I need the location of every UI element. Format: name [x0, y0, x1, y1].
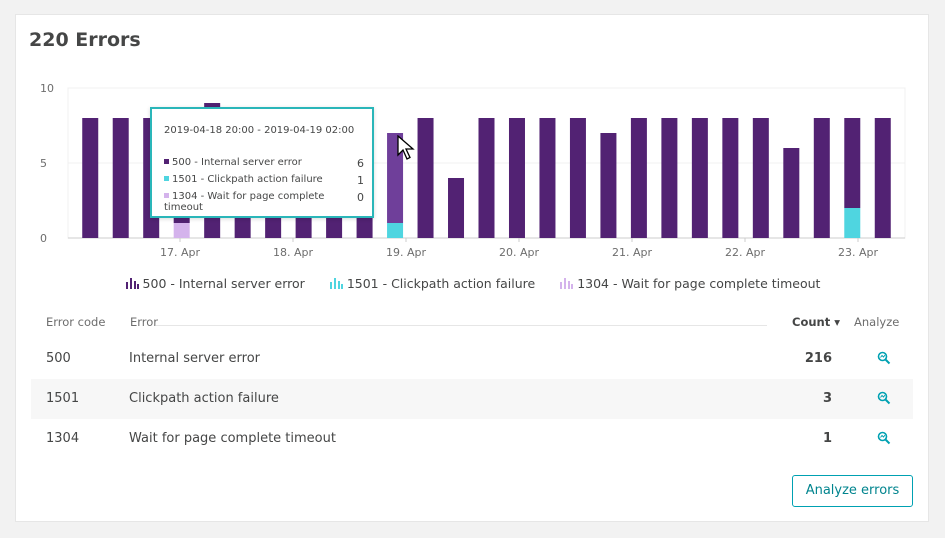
tooltip-row-1304: 1304 - Wait for page complete timeout 0 — [164, 191, 364, 213]
header-divider — [156, 325, 767, 326]
tooltip-value: 0 — [357, 191, 364, 204]
x-tick-label: 20. Apr — [499, 246, 539, 259]
analyze-icon[interactable] — [877, 391, 891, 405]
error-count-cell: 3 — [822, 391, 832, 406]
x-tick-label: 22. Apr — [725, 246, 765, 259]
tooltip-value: 6 — [357, 157, 364, 170]
chart-tooltip: 2019-04-18 20:00 - 2019-04-19 02:00 500 … — [150, 107, 374, 218]
tooltip-row-500: 500 - Internal server error 6 — [164, 157, 364, 171]
bar-chart-icon — [329, 278, 343, 289]
series-swatch-icon — [164, 193, 169, 198]
analyze-errors-button[interactable]: Analyze errors — [792, 475, 913, 507]
legend-label: 1501 - Clickpath action failure — [346, 276, 536, 291]
tooltip-value: 1 — [357, 174, 364, 187]
y-tick-label: 10 — [40, 82, 54, 95]
bar-segment — [448, 178, 465, 238]
tooltip-label: 1501 - Clickpath action failure — [172, 174, 323, 185]
bar-segment — [783, 148, 800, 238]
bar-segment — [508, 118, 525, 238]
bar-chart-icon — [125, 278, 139, 289]
column-header-error-code[interactable]: Error code — [46, 315, 106, 329]
bar-segment — [844, 118, 861, 208]
bar-segment — [874, 118, 891, 238]
tooltip-time-range: 2019-04-18 20:00 - 2019-04-19 02:00 — [164, 125, 355, 136]
sort-desc-icon: ▾ — [834, 315, 841, 329]
bar-segment — [691, 118, 708, 238]
bar-segment — [569, 118, 586, 238]
card-title: 220 Errors — [29, 29, 141, 51]
x-tick-label: 19. Apr — [386, 246, 426, 259]
legend-label: 500 - Internal server error — [142, 276, 305, 291]
error-count-cell: 1 — [822, 431, 832, 446]
bar-segment — [539, 118, 556, 238]
bar-segment — [813, 118, 830, 238]
y-tick-label: 5 — [40, 157, 47, 170]
y-tick-label: 0 — [40, 232, 47, 245]
analyze-icon[interactable] — [877, 431, 891, 445]
chart-legend: 500 - Internal server error 1501 - Click… — [0, 276, 945, 291]
error-name-cell: Wait for page complete timeout — [129, 431, 336, 446]
legend-item-1304[interactable]: 1304 - Wait for page complete timeout — [559, 276, 820, 291]
bar-segment — [752, 118, 769, 238]
x-tick-label: 21. Apr — [612, 246, 652, 259]
table-row[interactable]: 1304 Wait for page complete timeout 1 — [31, 419, 913, 459]
bar-segment — [387, 223, 404, 238]
bar-chart-icon — [560, 278, 574, 289]
bar-segment — [173, 223, 190, 238]
legend-item-1501[interactable]: 1501 - Clickpath action failure — [329, 276, 535, 291]
bar-segment — [722, 118, 739, 238]
x-tick-label: 23. Apr — [838, 246, 878, 259]
bar-segment — [478, 118, 495, 238]
bar-segment — [844, 208, 861, 238]
count-header-label: Count — [792, 315, 831, 329]
table-row[interactable]: 500 Internal server error 216 — [31, 339, 913, 379]
error-count-cell: 216 — [804, 351, 832, 366]
error-code-cell: 1304 — [46, 431, 80, 446]
series-swatch-icon — [164, 176, 169, 181]
analyze-icon[interactable] — [877, 351, 891, 365]
bar-segment — [630, 118, 647, 238]
legend-item-500[interactable]: 500 - Internal server error — [125, 276, 305, 291]
x-tick-label: 17. Apr — [160, 246, 200, 259]
error-code-cell: 1501 — [46, 391, 80, 406]
bar-segment — [600, 133, 617, 238]
bar-segment — [417, 118, 434, 238]
column-header-analyze: Analyze — [854, 315, 900, 329]
error-name-cell: Internal server error — [129, 351, 260, 366]
bar-segment — [112, 118, 129, 238]
table-row[interactable]: 1501 Clickpath action failure 3 — [31, 379, 913, 419]
column-header-count[interactable]: Count ▾ — [792, 315, 840, 329]
tooltip-label: 1304 - Wait for page complete timeout — [164, 191, 325, 213]
bar-segment — [661, 118, 678, 238]
error-name-cell: Clickpath action failure — [129, 391, 279, 406]
bar-segment — [387, 133, 404, 223]
x-tick-label: 18. Apr — [273, 246, 313, 259]
series-swatch-icon — [164, 159, 169, 164]
column-header-error[interactable]: Error — [130, 315, 159, 329]
legend-label: 1304 - Wait for page complete timeout — [577, 276, 821, 291]
tooltip-row-1501: 1501 - Clickpath action failure 1 — [164, 174, 364, 188]
tooltip-label: 500 - Internal server error — [172, 157, 302, 168]
mouse-pointer-icon — [397, 135, 415, 160]
error-code-cell: 500 — [46, 351, 71, 366]
bar-segment — [82, 118, 99, 238]
